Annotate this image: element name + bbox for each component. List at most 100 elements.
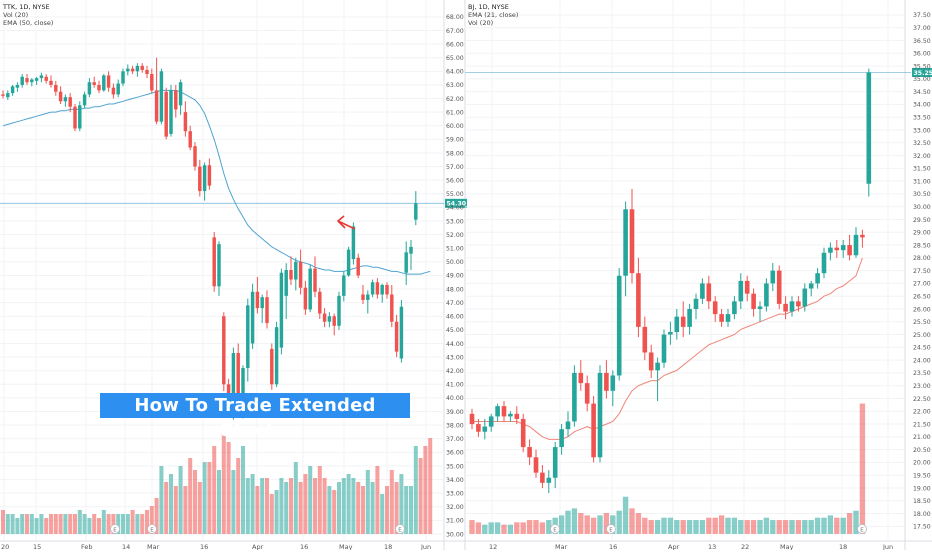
bj-candle-body (610, 375, 615, 390)
ttk-price-tick: 49.00 (446, 273, 464, 280)
ttk-volume-bar (351, 478, 355, 534)
ttk-volume-bar (390, 470, 394, 534)
ttk-volume-bar (366, 470, 370, 534)
ttk-price-tick: 50.00 (446, 259, 464, 266)
ttk-volume-bar (92, 514, 96, 534)
bj-candle-body (758, 306, 763, 309)
ttk-volume-bar (59, 514, 63, 534)
ttk-volume-bar (1, 510, 5, 534)
ttk-candle-body (116, 84, 119, 95)
ttk-volume-bar (68, 514, 72, 534)
bj-volume-bar (725, 518, 730, 534)
ttk-volume-bar (222, 434, 226, 534)
ttk-volume-bar (371, 482, 375, 534)
ttk-price-tick: 55.00 (446, 191, 464, 198)
ttk-earnings-label: E (113, 527, 117, 533)
ttk-candle-body (54, 85, 57, 92)
bj-candle-body (668, 332, 673, 335)
bj-candle-body (623, 209, 628, 275)
bj-volume-bar (476, 522, 481, 534)
ttk-candle-body (212, 237, 215, 286)
ttk-volume-bar (428, 438, 432, 534)
ttk-volume-bar (97, 518, 101, 534)
ttk-candle-body (1, 94, 4, 95)
ttk-volume-bar (342, 478, 346, 534)
bj-candle-body (508, 414, 513, 417)
bj-volume-bar (700, 520, 705, 534)
ttk-volume-bar (251, 474, 255, 534)
ttk-volume-bar (327, 486, 331, 534)
bj-candle-body (598, 373, 603, 457)
bj-price-tick: 31.00 (913, 178, 931, 185)
bj-volume-bar (661, 518, 666, 534)
ttk-candle-body (222, 316, 225, 384)
ttk-price-tick: 35.00 (446, 463, 464, 470)
ttk-candle-body (380, 285, 383, 295)
ttk-price-tick: 41.00 (446, 382, 464, 389)
bj-volume-bar (821, 518, 826, 534)
bj-candle-body (559, 429, 564, 447)
ttk-price-tick: 52.00 (446, 232, 464, 239)
ttk-price-tick: 39.00 (446, 409, 464, 416)
ttk-candle-body (150, 74, 153, 90)
ttk-candle-body (6, 93, 9, 97)
bj-time-tick: 16 (609, 543, 617, 550)
ttk-volume-bar (102, 510, 106, 534)
bj-price-tick: 18.50 (913, 498, 931, 505)
ttk-price-tick: 56.00 (446, 177, 464, 184)
ttk-volume-bar (39, 514, 43, 534)
bj-volume-bar (591, 518, 596, 534)
bj-volume-bar (636, 513, 641, 534)
ttk-volume-bar (25, 514, 29, 534)
bj-volume-bar (681, 520, 686, 534)
bj-title: BJ, 1D, NYSE (468, 3, 509, 11)
ttk-volume-bar (78, 510, 82, 534)
ttk-price-tick: 65.00 (446, 55, 464, 62)
ttk-candle-body (73, 107, 76, 129)
bj-volume-bar (597, 515, 602, 534)
ttk-candle-body (371, 282, 374, 294)
bj-candle-body (687, 309, 692, 327)
bj-time-tick: May (780, 543, 794, 550)
ttk-time-tick: Mar (147, 543, 160, 550)
bj-volume-bar (751, 520, 756, 534)
bj-candle-body (802, 289, 807, 307)
bj-candle-body (630, 209, 635, 273)
ttk-candle-body (299, 262, 302, 288)
ttk-candle-body (313, 269, 316, 292)
ttk-candle-body (20, 77, 23, 85)
bj-time-tick: 13 (708, 543, 716, 550)
bj-time-tick: 22 (741, 543, 749, 550)
bj-candle-body (764, 283, 769, 306)
ttk-volume-bar (15, 518, 19, 534)
ttk-legend-item: Vol (20) (3, 11, 28, 19)
bj-volume-bar (508, 525, 513, 534)
bj-candle-body (495, 406, 500, 416)
bj-volume-bar (668, 518, 673, 534)
ttk-price-tick: 59.00 (446, 137, 464, 144)
ttk-volume-bar (35, 518, 39, 534)
bj-price-tick: 36.50 (913, 38, 931, 45)
ttk-candle-body (121, 71, 124, 83)
ttk-volume-bar (265, 478, 269, 534)
bj-candle-body (482, 427, 487, 432)
ttk-volume-bar (313, 478, 317, 534)
bj-price-tick: 37.00 (913, 25, 931, 32)
ttk-price-tick: 64.00 (446, 69, 464, 76)
bj-candle-body (655, 363, 660, 371)
ttk-time-tick: 16 (300, 543, 308, 550)
bj-candle-body (732, 301, 737, 314)
ttk-time-tick: Apr (252, 543, 264, 550)
ttk-candle-body (275, 327, 278, 384)
ttk-volume-bar (159, 466, 163, 534)
ttk-candle-body (251, 292, 254, 344)
bj-last-price-label: 35.25 (914, 70, 932, 77)
bj-earnings-label: E (860, 527, 864, 533)
ttk-volume-bar (423, 446, 427, 534)
bj-price-tick: 25.50 (913, 319, 931, 326)
ttk-price-tick: 34.00 (446, 477, 464, 484)
bj-candle-body (828, 248, 833, 253)
ttk-volume-bar (198, 482, 202, 534)
bj-volume-bar (540, 522, 545, 534)
